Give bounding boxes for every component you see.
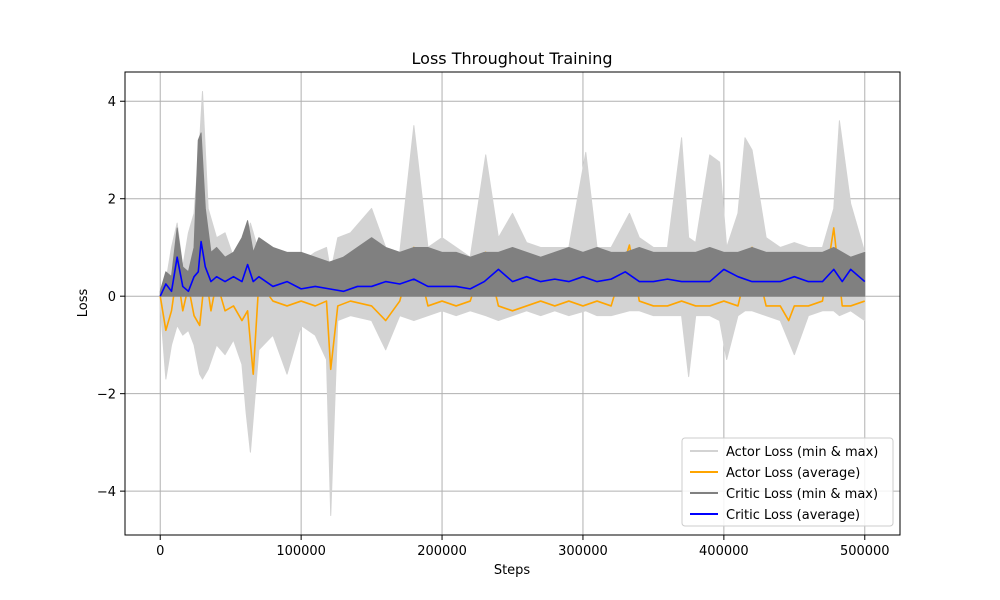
y-axis: −4 −2 0 2 4 (97, 95, 125, 500)
x-axis: 0 100000 200000 300000 400000 500000 (156, 535, 890, 559)
legend-label: Critic Loss (average) (726, 508, 860, 523)
x-tick-label: 300000 (558, 544, 608, 559)
y-tick-label: 0 (108, 290, 116, 305)
legend-label: Critic Loss (min & max) (726, 487, 878, 502)
x-tick-label: 400000 (699, 544, 749, 559)
legend-label: Actor Loss (average) (726, 466, 860, 481)
y-tick-label: −2 (97, 388, 116, 403)
y-tick-label: −4 (97, 485, 116, 500)
x-axis-label: Steps (494, 563, 531, 578)
chart-title: Loss Throughout Training (412, 49, 613, 68)
x-tick-label: 0 (156, 544, 164, 559)
axes-frame (124, 71, 901, 536)
x-tick-label: 200000 (417, 544, 467, 559)
critic-loss-average-line (159, 240, 866, 297)
legend: Actor Loss (min & max) Actor Loss (averag… (681, 437, 894, 527)
y-axis-label: Loss (76, 289, 91, 318)
x-tick-label: 500000 (840, 544, 890, 559)
legend-box (681, 437, 894, 527)
y-tick-label: 2 (108, 193, 116, 208)
y-tick-label: 4 (108, 95, 116, 110)
legend-label: Actor Loss (min & max) (726, 445, 878, 460)
x-tick-label: 100000 (276, 544, 326, 559)
plot-area (159, 90, 866, 517)
critic-loss-min-max-band (159, 132, 866, 297)
